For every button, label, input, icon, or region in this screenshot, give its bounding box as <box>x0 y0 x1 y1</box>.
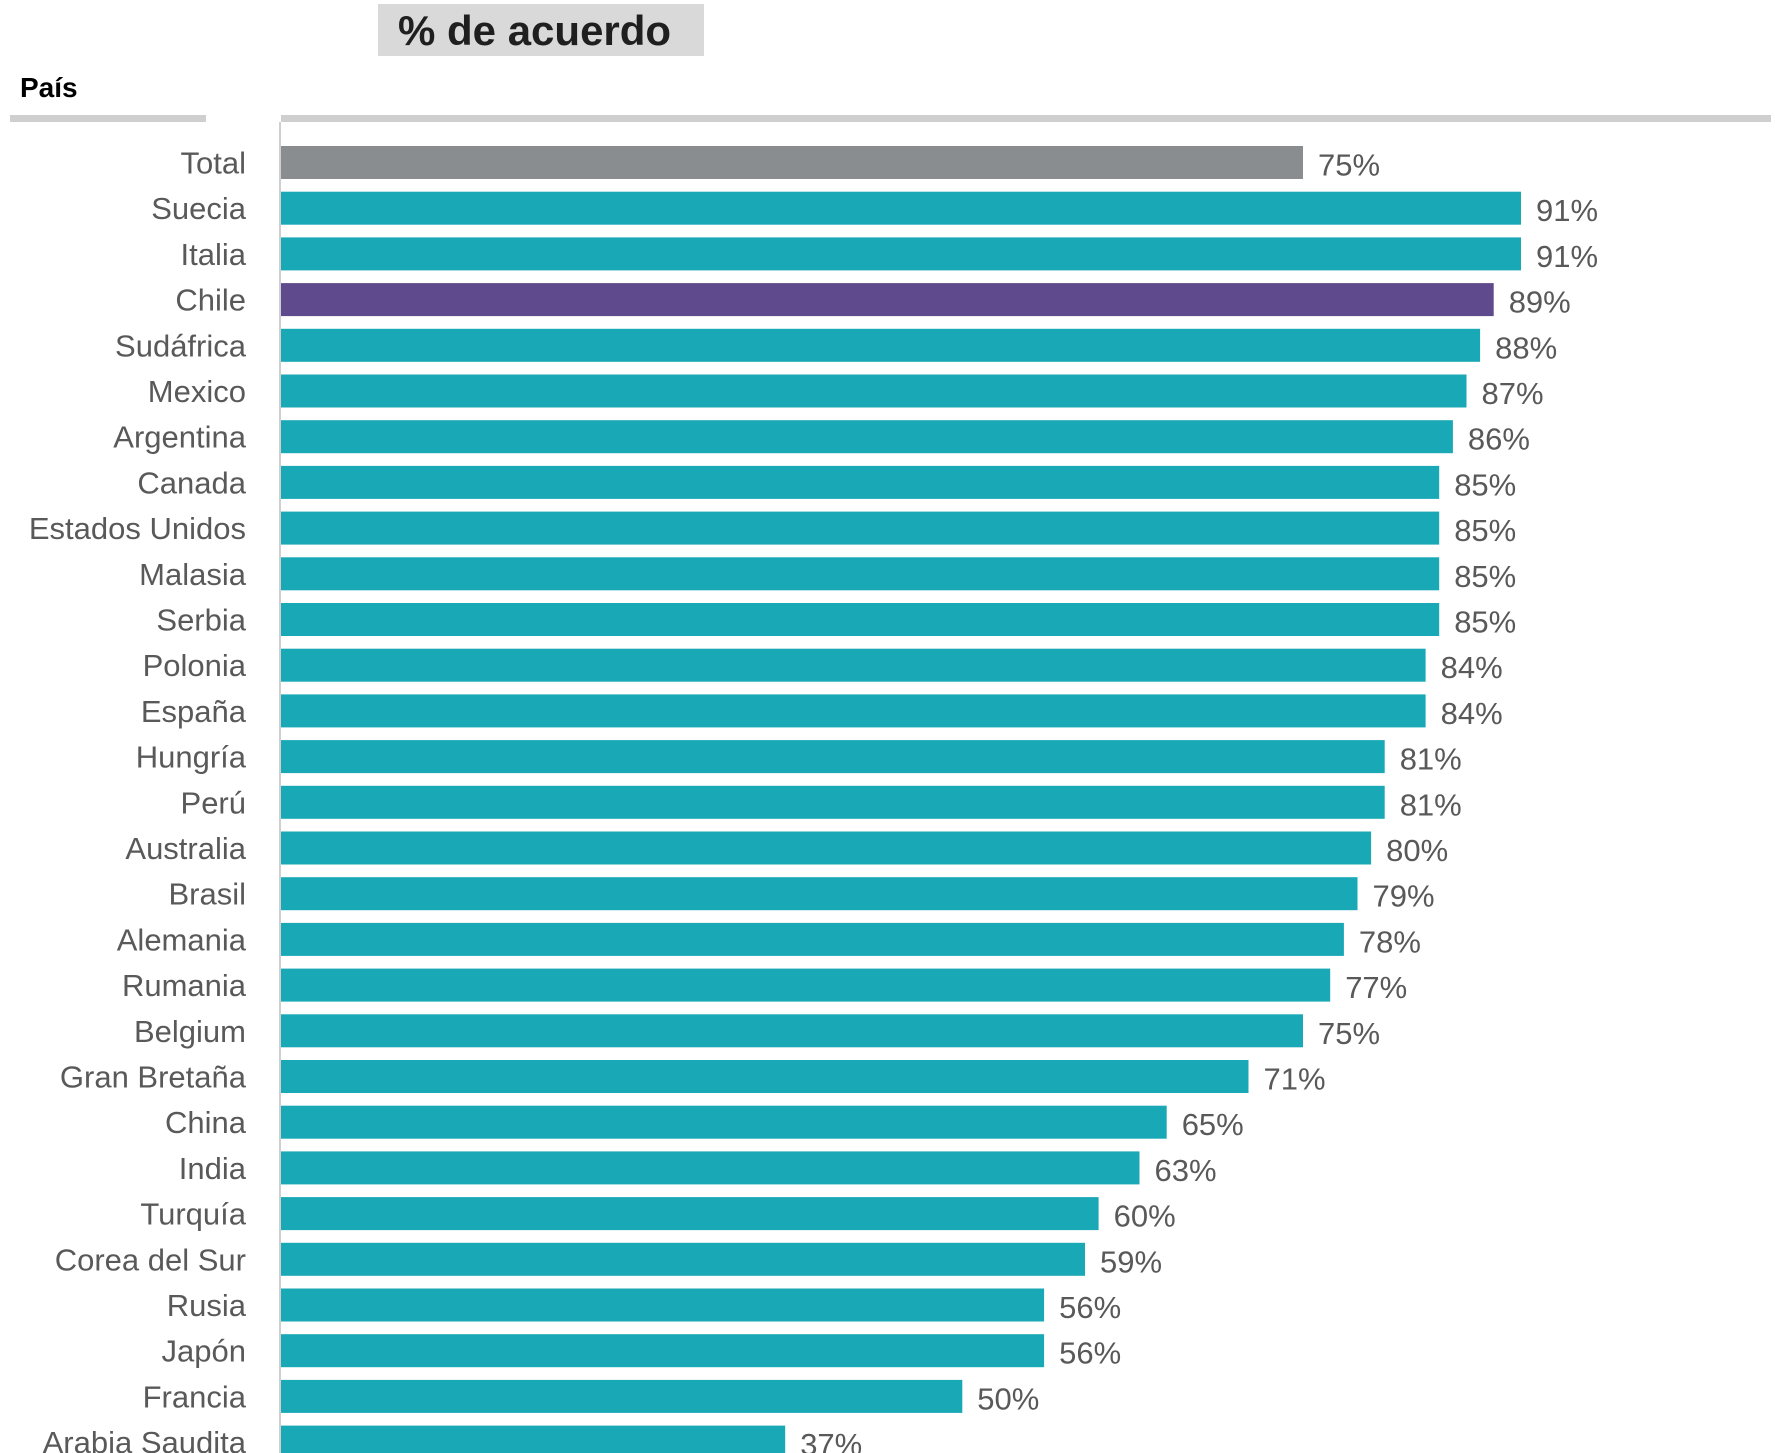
header-rule-left <box>10 115 206 122</box>
category-label-21: China <box>165 1105 247 1140</box>
category-label-20: Gran Bretaña <box>60 1060 247 1095</box>
bar-22 <box>281 1151 1140 1185</box>
value-label-27: 50% <box>977 1381 1039 1416</box>
value-label-26: 56% <box>1059 1336 1121 1371</box>
bar-7 <box>281 465 1440 499</box>
value-label-15: 80% <box>1386 833 1448 868</box>
value-label-28: 37% <box>800 1427 862 1453</box>
category-label-2: Italia <box>181 237 247 272</box>
category-label-11: Polonia <box>143 648 247 683</box>
bar-1 <box>281 191 1521 225</box>
category-label-1: Suecia <box>151 191 247 226</box>
bar-11 <box>281 648 1426 682</box>
value-label-8: 85% <box>1454 513 1516 548</box>
category-label-10: Serbia <box>156 603 246 638</box>
bar-24 <box>281 1242 1085 1276</box>
bar-6 <box>281 420 1453 454</box>
bar-26 <box>281 1334 1045 1368</box>
value-label-13: 81% <box>1400 742 1462 777</box>
category-label-16: Brasil <box>168 877 246 912</box>
bar-4 <box>281 328 1481 362</box>
value-label-7: 85% <box>1454 467 1516 502</box>
value-label-4: 88% <box>1495 330 1557 365</box>
value-label-3: 89% <box>1509 285 1571 320</box>
category-label-0: Total <box>181 146 246 181</box>
value-label-9: 85% <box>1454 559 1516 594</box>
bar-17 <box>281 922 1344 956</box>
category-label-28: Arabia Saudita <box>43 1425 247 1453</box>
bar-12 <box>281 694 1426 728</box>
category-label-18: Rumania <box>122 968 247 1003</box>
bar-5 <box>281 374 1467 408</box>
bar-9 <box>281 557 1440 591</box>
value-label-0: 75% <box>1318 148 1380 183</box>
category-label-3: Chile <box>175 283 246 318</box>
bar-2 <box>281 237 1521 271</box>
bar-21 <box>281 1105 1167 1139</box>
value-label-17: 78% <box>1359 924 1421 959</box>
value-label-19: 75% <box>1318 1016 1380 1051</box>
category-label-24: Corea del Sur <box>55 1242 246 1277</box>
category-label-13: Hungría <box>136 740 247 775</box>
category-label-12: España <box>141 694 247 729</box>
category-label-17: Alemania <box>117 922 247 957</box>
value-label-23: 60% <box>1114 1199 1176 1234</box>
bar-20 <box>281 1060 1249 1093</box>
bar-10 <box>281 603 1440 636</box>
value-label-22: 63% <box>1155 1153 1217 1188</box>
value-label-25: 56% <box>1059 1290 1121 1325</box>
category-label-6: Argentina <box>113 420 246 455</box>
value-label-12: 84% <box>1441 696 1503 731</box>
category-label-4: Sudáfrica <box>115 328 247 363</box>
bar-13 <box>281 740 1385 774</box>
bar-0 <box>281 146 1303 179</box>
category-label-26: Japón <box>162 1334 246 1369</box>
header-rule-right <box>281 115 1771 122</box>
category-label-22: India <box>179 1151 247 1186</box>
bar-8 <box>281 511 1440 545</box>
category-label-14: Perú <box>181 785 246 820</box>
title-background <box>378 4 704 56</box>
bar-16 <box>281 877 1358 911</box>
bar-27 <box>281 1379 963 1413</box>
value-label-16: 79% <box>1373 879 1435 914</box>
bar-3 <box>281 283 1494 317</box>
value-label-21: 65% <box>1182 1107 1244 1142</box>
value-label-11: 84% <box>1441 650 1503 685</box>
value-label-5: 87% <box>1482 376 1544 411</box>
category-label-25: Rusia <box>167 1288 247 1323</box>
bar-28 <box>281 1425 786 1453</box>
category-label-5: Mexico <box>148 374 246 409</box>
value-label-10: 85% <box>1454 605 1516 640</box>
bar-25 <box>281 1288 1045 1322</box>
value-label-2: 91% <box>1536 239 1598 274</box>
category-label-15: Australia <box>125 831 246 866</box>
value-label-6: 86% <box>1468 422 1530 457</box>
category-label-8: Estados Unidos <box>29 511 246 546</box>
category-label-7: Canada <box>137 465 246 500</box>
value-label-14: 81% <box>1400 787 1462 822</box>
bar-15 <box>281 831 1372 865</box>
value-label-24: 59% <box>1100 1244 1162 1279</box>
column-header-country: País <box>20 72 78 103</box>
category-label-23: Turquía <box>140 1197 246 1232</box>
chart-title: % de acuerdo <box>398 7 672 54</box>
value-label-20: 71% <box>1264 1062 1326 1097</box>
bar-19 <box>281 1014 1303 1048</box>
category-label-9: Malasia <box>139 557 247 592</box>
category-label-27: Francia <box>143 1379 247 1414</box>
bar-18 <box>281 968 1331 1002</box>
bar-23 <box>281 1197 1099 1231</box>
value-label-18: 77% <box>1345 970 1407 1005</box>
category-label-19: Belgium <box>134 1014 246 1049</box>
bar-14 <box>281 785 1385 819</box>
value-label-1: 91% <box>1536 193 1598 228</box>
